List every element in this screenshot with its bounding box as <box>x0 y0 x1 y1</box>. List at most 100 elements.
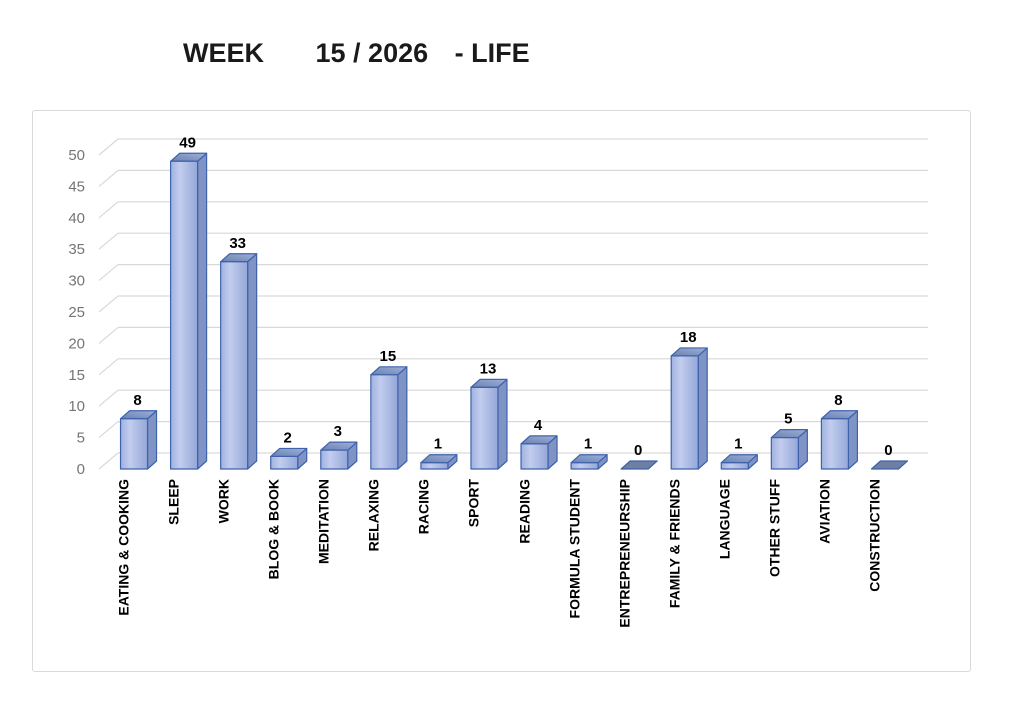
title-week-word: WEEK <box>183 38 264 68</box>
data-label-formula-student: 1 <box>584 436 592 453</box>
bar-side-face <box>247 253 258 470</box>
category-label-aviation: AVIATION <box>816 479 833 544</box>
bar-sport[interactable] <box>470 378 508 470</box>
y-axis-tick-label: 5 <box>77 430 85 447</box>
bar-sleep[interactable] <box>169 152 208 470</box>
gridline-depth-connector <box>98 421 119 439</box>
category-label-sleep: SLEEP <box>165 479 182 525</box>
zero-value-marker <box>870 460 909 470</box>
category-label-formula-student: FORMULA STUDENT <box>566 479 583 619</box>
category-label-relaxing: RELAXING <box>365 479 382 552</box>
category-label-reading: READING <box>516 479 533 544</box>
bar-side-face <box>697 347 708 470</box>
data-label-work: 33 <box>229 235 246 252</box>
y-axis-tick-label: 25 <box>68 304 85 321</box>
bar-front-face <box>270 455 299 470</box>
bar-other-stuff[interactable] <box>770 429 808 470</box>
chart-title: WEEK 15 / 2026 - LIFE <box>183 38 530 69</box>
bar-front-face <box>119 418 149 470</box>
y-axis-tick-label: 40 <box>68 210 85 227</box>
bar-front-face <box>420 462 449 470</box>
category-label-work: WORK <box>215 479 232 524</box>
bar-entrepreneurship[interactable] <box>620 460 658 470</box>
gridline-depth-connector <box>98 169 119 187</box>
y-axis-tick-label: 35 <box>68 241 85 258</box>
bar-construction[interactable] <box>870 460 909 470</box>
bar-front-face <box>370 374 399 470</box>
category-label-family-friends: FAMILY & FRIENDS <box>666 479 683 609</box>
bars <box>119 152 909 470</box>
category-label-other-stuff: OTHER STUFF <box>766 479 783 577</box>
gridline-depth-connector <box>98 295 119 313</box>
bar-front-face <box>169 160 199 470</box>
bar-front-face <box>770 437 799 470</box>
y-axis-tick-label: 45 <box>68 178 85 195</box>
bar-reading[interactable] <box>520 435 558 470</box>
category-label-meditation: MEDITATION <box>315 479 332 565</box>
bar-front-face <box>570 462 599 470</box>
gridline-depth-connector <box>98 138 119 156</box>
data-label-construction: 0 <box>884 442 892 459</box>
bar-side-face <box>847 410 859 470</box>
y-axis-tick-label: 50 <box>68 147 85 164</box>
data-label-other-stuff: 5 <box>784 411 792 428</box>
data-label-entrepreneurship: 0 <box>634 442 642 459</box>
bar-relaxing[interactable] <box>370 366 408 470</box>
zero-value-marker <box>620 460 658 470</box>
bar-blog-book[interactable] <box>270 447 308 470</box>
data-label-meditation: 3 <box>334 423 342 440</box>
gridline-depth-connector <box>98 232 119 250</box>
y-axis-tick-label: 15 <box>68 367 85 384</box>
bar-front-face <box>720 462 749 470</box>
data-label-language: 1 <box>734 436 742 453</box>
gridline-depth-connector <box>98 201 119 219</box>
category-label-sport: SPORT <box>465 479 482 528</box>
bar-aviation[interactable] <box>820 410 859 470</box>
y-axis-tick-label: 20 <box>68 335 85 352</box>
bar-racing[interactable] <box>420 454 458 470</box>
title-suffix: - LIFE <box>454 38 530 68</box>
data-label-blog-book: 2 <box>284 429 292 446</box>
bar-side-face <box>497 378 508 470</box>
category-label-racing: RACING <box>415 479 432 535</box>
data-label-aviation: 8 <box>834 392 842 409</box>
bar-front-face <box>670 355 699 470</box>
data-label-sport: 13 <box>480 360 497 377</box>
bar-eating-cooking[interactable] <box>119 410 158 470</box>
data-label-family-friends: 18 <box>680 329 697 346</box>
category-label-entrepreneurship: ENTREPRENEURSHIP <box>616 479 633 628</box>
bar-side-face <box>196 152 208 470</box>
bar-side-face <box>397 366 408 470</box>
bar-formula-student[interactable] <box>570 454 608 470</box>
chart-frame: 0 5 10 15 20 25 30 35 40 45 50 8 49 33 2 3 15 1 13 4 1 0 18 1 5… <box>32 110 971 672</box>
gridline-depth-connector <box>98 358 119 376</box>
y-axis-tick-label: 30 <box>68 273 85 290</box>
bar-language[interactable] <box>720 454 758 470</box>
data-label-reading: 4 <box>534 417 543 434</box>
title-week-number: 15 / 2026 <box>315 38 429 68</box>
category-label-language: LANGUAGE <box>716 479 733 560</box>
category-label-construction: CONSTRUCTION <box>866 479 883 592</box>
bar-front-face <box>520 443 549 470</box>
y-axis-tick-label: 10 <box>68 398 85 415</box>
bar-front-face <box>220 261 249 470</box>
data-label-eating-cooking: 8 <box>133 392 141 409</box>
bar-meditation[interactable] <box>320 441 358 470</box>
bar-front-face <box>820 418 850 470</box>
bar-family-friends[interactable] <box>670 347 708 470</box>
data-label-sleep: 49 <box>179 134 196 151</box>
y-axis-tick-label: 0 <box>77 461 85 478</box>
gridline-depth-connector <box>98 389 119 407</box>
data-label-racing: 1 <box>434 436 442 453</box>
data-label-relaxing: 15 <box>380 348 397 365</box>
category-label-blog-book: BLOG & BOOK <box>265 479 282 580</box>
bar-front-face <box>470 386 499 470</box>
gridline-depth-connector <box>98 452 119 470</box>
gridline-depth-connector <box>98 326 119 344</box>
bar-side-face <box>146 410 158 470</box>
bar-work[interactable] <box>220 253 258 470</box>
